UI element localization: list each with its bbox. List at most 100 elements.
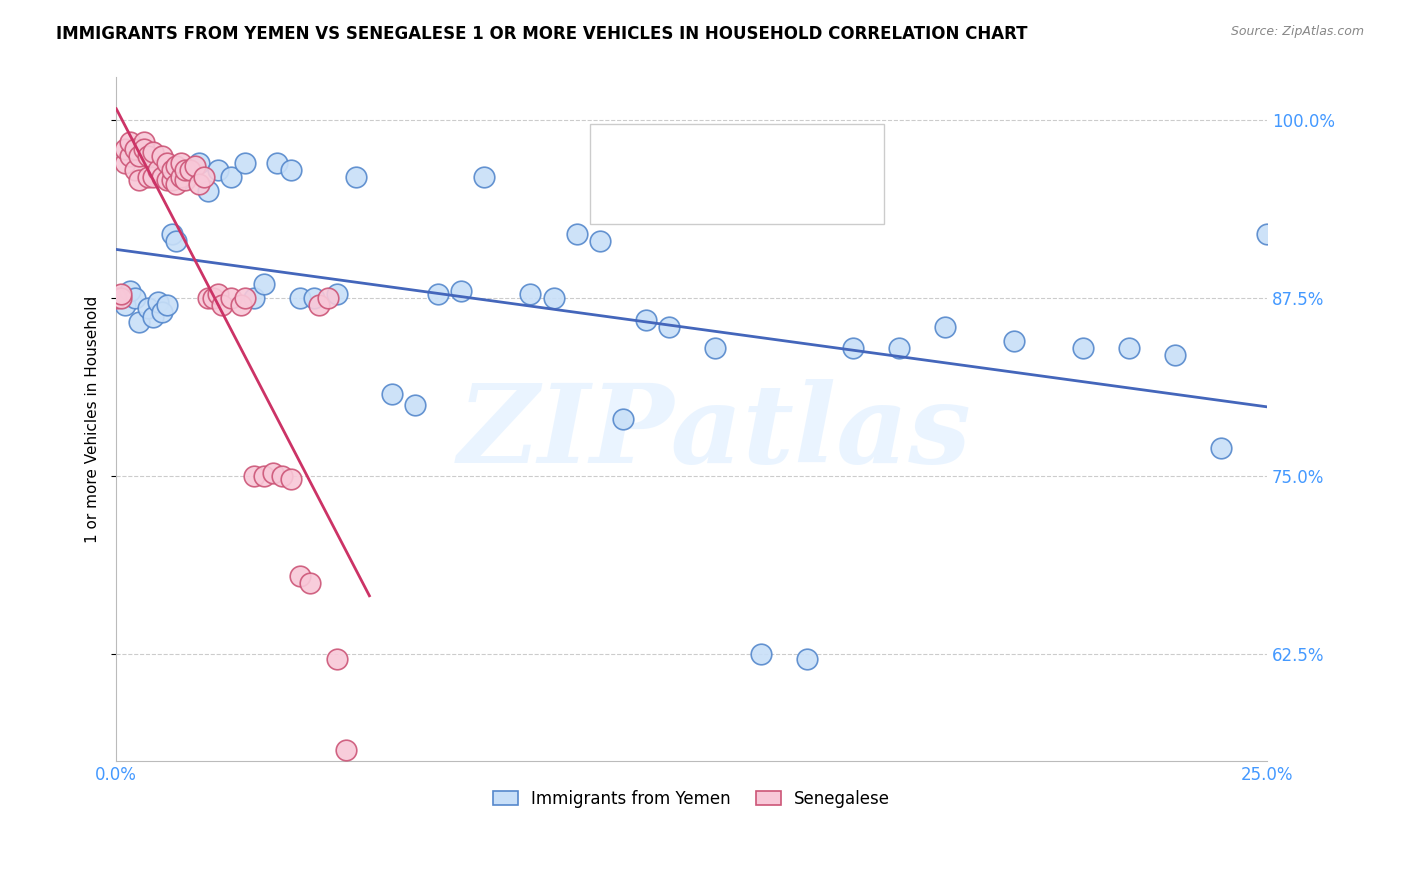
Text: IMMIGRANTS FROM YEMEN VS SENEGALESE 1 OR MORE VEHICLES IN HOUSEHOLD CORRELATION : IMMIGRANTS FROM YEMEN VS SENEGALESE 1 OR… — [56, 25, 1028, 43]
Point — [1164, 348, 1187, 362]
Point — [128, 173, 150, 187]
Point — [658, 319, 681, 334]
Text: 51: 51 — [801, 142, 825, 160]
Point — [280, 163, 302, 178]
Point — [188, 178, 211, 192]
Point — [344, 170, 367, 185]
FancyBboxPatch shape — [602, 182, 643, 212]
Point — [138, 149, 160, 163]
Text: ZIPatlas: ZIPatlas — [458, 379, 972, 487]
Point — [262, 467, 284, 481]
Text: R =: R = — [655, 188, 690, 206]
Point — [280, 472, 302, 486]
Point — [138, 170, 160, 185]
Point — [160, 173, 183, 187]
Point — [229, 298, 252, 312]
Point — [207, 163, 229, 178]
Point — [110, 287, 132, 301]
Point — [110, 291, 132, 305]
Point — [252, 277, 274, 291]
Point — [197, 291, 219, 305]
Point — [160, 163, 183, 178]
Point — [160, 227, 183, 241]
Point — [934, 319, 956, 334]
Point — [298, 576, 321, 591]
Point — [243, 291, 266, 305]
Point — [150, 149, 173, 163]
Point — [188, 156, 211, 170]
Text: 0.356: 0.356 — [696, 188, 748, 206]
Point — [142, 310, 165, 324]
Text: 52: 52 — [801, 188, 825, 206]
Legend: Immigrants from Yemen, Senegalese: Immigrants from Yemen, Senegalese — [486, 783, 897, 814]
Point — [124, 142, 146, 156]
Point — [887, 341, 910, 355]
Point — [165, 178, 187, 192]
Point — [519, 287, 541, 301]
Point — [290, 569, 312, 583]
Point — [114, 298, 136, 312]
Point — [221, 291, 243, 305]
Point — [233, 156, 256, 170]
Point — [565, 227, 588, 241]
Point — [114, 142, 136, 156]
Point — [146, 295, 169, 310]
Point — [308, 298, 330, 312]
Point — [165, 159, 187, 173]
Point — [179, 163, 201, 178]
Point — [156, 156, 179, 170]
Point — [302, 291, 325, 305]
Point — [120, 135, 142, 149]
Point — [150, 305, 173, 319]
Point — [335, 742, 357, 756]
Point — [142, 170, 165, 185]
Point — [703, 341, 725, 355]
Point — [170, 170, 193, 185]
Point — [128, 315, 150, 329]
Point — [404, 398, 426, 412]
Point — [266, 156, 288, 170]
Point — [197, 185, 219, 199]
Point — [634, 312, 657, 326]
Point — [120, 149, 142, 163]
FancyBboxPatch shape — [602, 136, 643, 166]
Text: R =: R = — [655, 142, 690, 160]
Point — [142, 145, 165, 159]
Text: 0.142: 0.142 — [696, 142, 748, 160]
Point — [271, 469, 294, 483]
Point — [243, 469, 266, 483]
Point — [156, 173, 179, 187]
Point — [114, 156, 136, 170]
Point — [110, 291, 132, 305]
Point — [749, 647, 772, 661]
Point — [105, 291, 128, 305]
Point — [138, 301, 160, 315]
Point — [474, 170, 496, 185]
Point — [150, 170, 173, 185]
Point — [450, 284, 472, 298]
Point — [174, 163, 197, 178]
Point — [290, 291, 312, 305]
Point — [193, 170, 215, 185]
Point — [796, 651, 818, 665]
Point — [1209, 441, 1232, 455]
Point — [381, 386, 404, 401]
Point — [207, 287, 229, 301]
Point — [427, 287, 450, 301]
Point — [132, 142, 155, 156]
Point — [179, 163, 201, 178]
Point — [120, 284, 142, 298]
Point — [316, 291, 339, 305]
Point — [233, 291, 256, 305]
Point — [132, 135, 155, 149]
Text: N =: N = — [761, 142, 797, 160]
Point — [221, 170, 243, 185]
Point — [174, 173, 197, 187]
Point — [1071, 341, 1094, 355]
Point — [174, 170, 197, 185]
Point — [841, 341, 863, 355]
Point — [588, 234, 610, 248]
Point — [156, 298, 179, 312]
Point — [165, 234, 187, 248]
Point — [1002, 334, 1025, 348]
